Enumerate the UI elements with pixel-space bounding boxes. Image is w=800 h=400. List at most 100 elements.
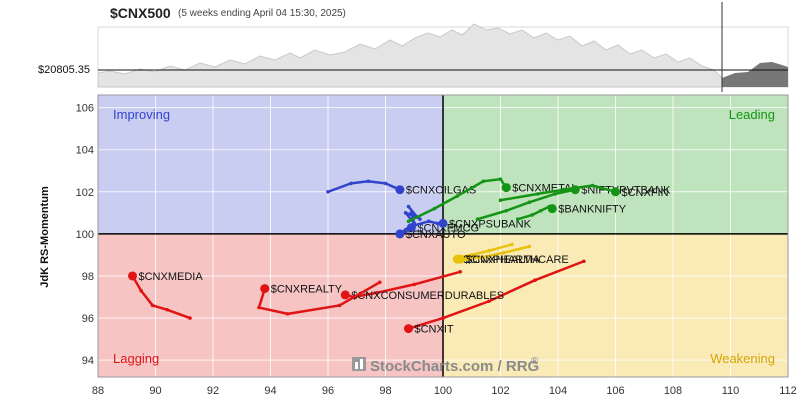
series-point [326,190,330,194]
series-point [533,278,537,282]
series-banknifty[interactable]: $BANKNIFTY [515,204,627,221]
logo-bar-1 [355,362,358,369]
series-point [455,194,460,198]
series-label: $CNXFMCG [417,223,479,235]
series-point [188,316,192,320]
series-cnxpsubank[interactable]: $CNXPSUBANK [403,218,532,234]
series-cnxconsumerdurables[interactable]: $CNXCONSUMERDURABLES [340,269,504,302]
series-point [469,253,474,257]
series-point [441,316,445,320]
series-head-point[interactable] [395,229,405,239]
series-cnxauto[interactable]: $CNXAUTO [395,211,466,241]
series-point [412,282,417,287]
x-tick-label: 108 [664,385,682,397]
series-point [406,219,411,224]
series-layer: $CNXOILGAS $CNXFMCG$CNXAUTO$CNXPSUBANK $CN… [128,177,671,336]
series-point [561,187,566,192]
price-label: $20805.35 [38,64,90,76]
y-axis-ticks: 94 96 98 100 102 104 106 [76,103,94,368]
series-point [510,242,514,247]
price-area [97,23,723,88]
series-label: $CNXMEDIA [139,271,204,283]
price-strip: $20805.35 [38,2,789,92]
series-cnxhealthcare[interactable]: $CNXHEALTHCARE [455,244,569,266]
series-point [426,219,431,224]
series-label: $BANKNIFTY [558,204,627,216]
quadrant-label-leading: Leading [729,107,775,122]
x-tick-label: 110 [722,385,740,397]
series-point [409,211,414,215]
series-point [435,221,440,226]
x-tick-label: 88 [92,385,104,397]
series-cnxit[interactable]: $CNXIT [404,259,586,336]
series-point [481,255,486,259]
price-recent-area [722,62,788,87]
series-point [366,179,371,184]
y-tick-label: 100 [76,229,94,241]
series-head-point[interactable] [438,218,448,228]
series-point [375,291,379,295]
watermark: StockCharts.com / RRG ® [352,356,539,375]
y-tick-label: 106 [76,103,94,115]
quadrant-label-weakening: Weakening [710,351,775,366]
series-point [406,204,411,209]
series-point [504,208,509,213]
series-point [582,259,586,264]
stockcharts-logo-icon [352,357,366,371]
series-head-point[interactable] [260,284,270,294]
series-point [383,181,388,186]
series-head-point[interactable] [455,254,465,264]
series-point [498,198,503,203]
series-cnxrealty[interactable]: $CNXREALTY [257,280,382,316]
series-point [412,223,417,228]
y-tick-label: 102 [76,187,94,199]
series-point [487,299,491,304]
series-label: $CNXOILGAS [406,185,476,197]
plot-frame [97,94,789,378]
series-point [487,248,491,253]
series-head-point[interactable] [340,290,350,300]
series-cnxmedia[interactable]: $CNXMEDIA [128,271,203,320]
x-axis-ticks: 88 90 92 94 96 98 100 102 104 106 108 110 112 [92,385,797,397]
series-point [590,183,595,188]
series-point [501,251,506,255]
series-point [337,303,342,308]
series-head-point[interactable] [404,324,413,334]
series-point [139,288,143,293]
series-point [527,244,532,249]
chart-subtitle: (5 weeks ending April 04 15:30, 2025) [178,8,346,19]
x-tick-label: 90 [149,385,161,397]
x-tick-label: 112 [779,385,797,397]
x-tick-label: 102 [491,385,509,397]
series-head-point[interactable] [611,187,620,197]
quadrant-label-improving: Improving [113,107,170,122]
series-point [553,192,557,196]
series-point [458,269,463,274]
y-tick-label: 98 [82,271,94,283]
series-point [165,307,169,312]
series-label: $CNXHEALTHCARE [466,254,569,266]
series-label: $CNXPSUBANK [449,218,532,230]
series-head-point[interactable] [128,271,137,281]
series-head-point[interactable] [547,204,557,214]
series-point [285,312,290,316]
y-tick-label: 96 [82,313,94,325]
series-point [349,181,353,186]
series-point [403,211,408,215]
x-tick-label: 96 [322,385,334,397]
series-point [515,217,520,221]
series-point [481,179,486,184]
x-tick-label: 92 [207,385,219,397]
y-tick-label: 94 [82,355,94,367]
series-point [257,305,261,310]
series-point [150,303,155,308]
series-head-point[interactable] [395,185,405,195]
series-cnxoilgas[interactable]: $CNXOILGAS [326,179,476,197]
series-head-point[interactable] [501,183,511,193]
watermark-text: StockCharts.com / RRG [370,358,539,375]
watermark-reg: ® [531,356,539,367]
quadrant-label-lagging: Lagging [113,351,159,366]
x-tick-label: 94 [264,385,276,397]
y-tick-label: 104 [76,145,94,157]
series-cnxfin[interactable]: $CNXFIN [498,183,669,203]
